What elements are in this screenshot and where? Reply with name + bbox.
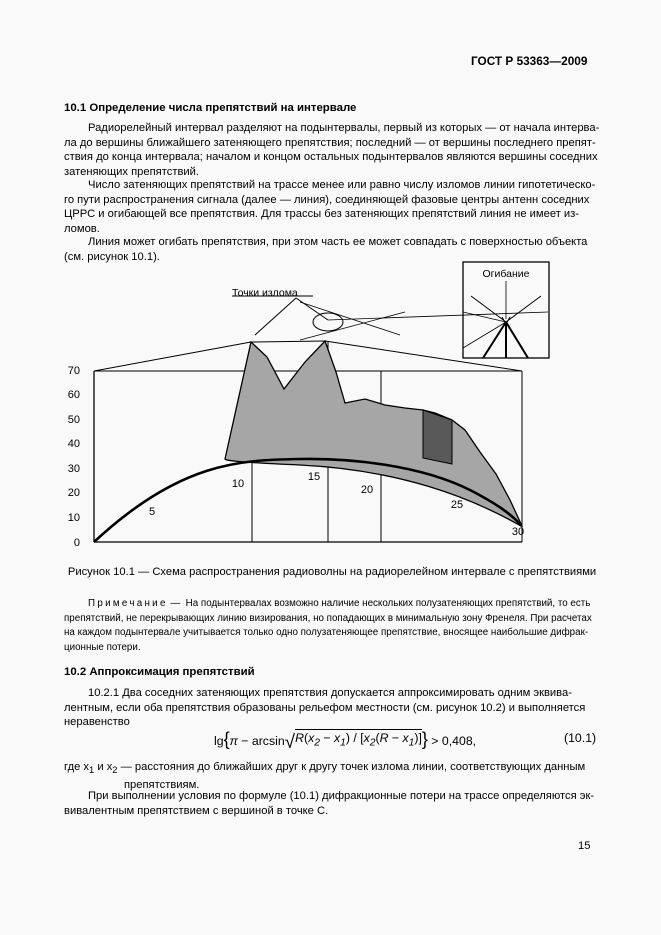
svg-text:Огибание: Огибание xyxy=(483,268,530,280)
svg-text:60: 60 xyxy=(68,389,80,401)
svg-text:10: 10 xyxy=(68,512,80,524)
svg-text:25: 25 xyxy=(451,499,463,511)
svg-text:0: 0 xyxy=(74,537,80,549)
svg-text:15: 15 xyxy=(308,471,320,483)
svg-text:40: 40 xyxy=(68,438,80,450)
svg-text:5: 5 xyxy=(149,506,155,518)
svg-text:50: 50 xyxy=(68,414,80,426)
svg-text:20: 20 xyxy=(361,484,373,496)
svg-text:20: 20 xyxy=(68,487,80,499)
svg-text:30: 30 xyxy=(68,463,80,475)
svg-text:10: 10 xyxy=(232,478,244,490)
svg-text:Точки излома: Точки излома xyxy=(232,287,298,299)
svg-text:70: 70 xyxy=(68,365,80,377)
svg-text:30: 30 xyxy=(512,526,524,538)
